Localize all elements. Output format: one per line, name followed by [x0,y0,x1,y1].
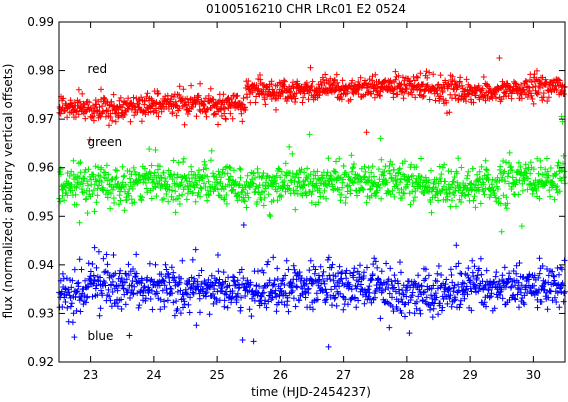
x-tick-label: 23 [83,368,98,382]
series-label-green: green [87,135,122,149]
chart-title: 0100516210 CHR LRc01 E2 0524 [206,2,406,16]
data-points [56,55,568,350]
x-tick-label: 29 [462,368,477,382]
series-label-blue: blue [87,329,113,343]
series-labels: red green blue [87,62,122,343]
series-label-red: red [87,62,107,76]
x-tick-label: 30 [526,368,541,382]
y-tick-label: 0.95 [27,209,54,223]
series-green-markers [56,113,568,235]
y-tick-label: 0.93 [27,306,54,320]
x-tick-label: 26 [273,368,288,382]
axes: 23 24 25 26 27 28 29 30 0.92 0.93 0.94 0.95 0.96 0.97… [27,15,566,382]
y-axis-label: flux (normalized; arbitrary vertical off… [1,64,15,319]
series-blue-points [56,222,568,350]
y-tick-label: 0.97 [27,112,54,126]
x-tick-label: 27 [336,368,351,382]
series-blue-markers [56,222,568,350]
series-green-points [56,113,568,235]
x-tick-label: 25 [209,368,224,382]
series-red-points [56,55,568,143]
y-tick-label: 0.92 [27,355,54,369]
y-tick-label: 0.99 [27,15,54,29]
y-tick-label: 0.98 [27,64,54,78]
x-tick-label: 24 [146,368,161,382]
y-tick-label: 0.96 [27,161,54,175]
plot-frame [58,21,566,363]
x-axis-label: time (HJD-2454237) [251,385,371,399]
x-tick-label: 28 [399,368,414,382]
y-tick-label: 0.94 [27,258,54,272]
series-red-markers [56,55,568,143]
